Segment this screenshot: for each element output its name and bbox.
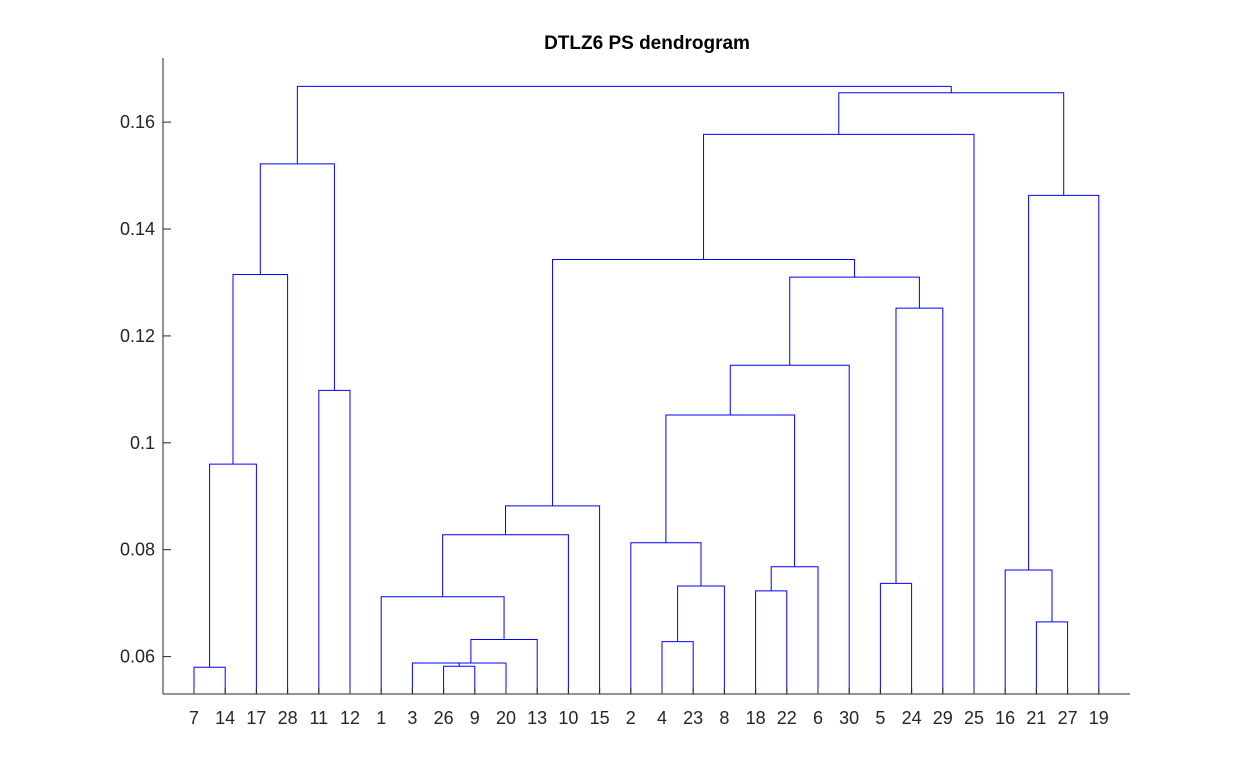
- dendrogram-link: [1028, 194, 1100, 694]
- dendrogram-link: [703, 133, 975, 694]
- leaf-label: 18: [746, 708, 766, 728]
- y-tick-label: 0.16: [120, 112, 155, 132]
- leaf-label: 27: [1058, 708, 1078, 728]
- leaf-label: 25: [964, 708, 984, 728]
- leaf-labels: 7 14 17 28 11 12 1 3 26 9 20 13 10 15 2 4 23 8 18 22 6 30 5 24 2…: [189, 688, 1109, 728]
- y-tick-label: 0.14: [120, 219, 155, 239]
- y-tick-label: 0.06: [120, 647, 155, 667]
- leaf-label: 23: [683, 708, 703, 728]
- dendrogram-link: [838, 92, 1065, 196]
- leaf-label: 5: [875, 708, 885, 728]
- leaf-label: 4: [657, 708, 667, 728]
- dendrogram-link: [1004, 569, 1053, 694]
- leaf-label: 17: [246, 708, 266, 728]
- dendrogram-link: [232, 273, 289, 694]
- dendrogram-link: [380, 596, 505, 694]
- dendrogram-link: [318, 389, 351, 694]
- y-tick-label: 0.1: [130, 433, 155, 453]
- leaf-label: 30: [839, 708, 859, 728]
- leaf-label: 22: [777, 708, 797, 728]
- leaf-label: 20: [496, 708, 516, 728]
- chart-title: DTLZ6 PS dendrogram: [544, 33, 750, 54]
- leaf-label: 29: [933, 708, 953, 728]
- leaf-label: 8: [719, 708, 729, 728]
- leaf-label: 6: [813, 708, 823, 728]
- leaf-label: 10: [558, 708, 578, 728]
- dendrogram-link: [470, 638, 538, 694]
- y-axis-ticks: 0.06 0.08 0.1 0.12 0.14 0.16: [120, 112, 171, 667]
- dendrogram-link: [677, 585, 725, 694]
- dendrogram-link: [259, 163, 335, 391]
- leaf-label: 16: [995, 708, 1015, 728]
- dendrogram-link: [411, 662, 460, 694]
- leaf-label: 12: [340, 708, 360, 728]
- leaf-label: 1: [376, 708, 386, 728]
- leaf-label: 13: [527, 708, 547, 728]
- dendrogram-link: [895, 307, 944, 694]
- dendrogram-link: [443, 665, 476, 694]
- leaf-label: 2: [626, 708, 636, 728]
- dendrogram-link: [661, 641, 694, 694]
- dendrogram-link: [755, 590, 788, 694]
- dendrogram-link: [435, 662, 507, 694]
- dendrogram-link: [879, 582, 913, 694]
- dendrogram-link: [193, 666, 226, 694]
- dendrogram-link: [442, 534, 569, 694]
- dendrogram-links: [193, 85, 1100, 694]
- dendrogram-link: [729, 364, 850, 694]
- dendrogram-link: [505, 505, 601, 694]
- dendrogram-link: [665, 414, 796, 567]
- dendrogram-link: [552, 258, 856, 506]
- leaf-label: 7: [189, 708, 199, 728]
- leaf-label: 26: [434, 708, 454, 728]
- leaf-label: 15: [590, 708, 610, 728]
- y-tick-label: 0.08: [120, 540, 155, 560]
- dendrogram-link: [770, 566, 819, 694]
- dendrogram-link: [630, 542, 702, 694]
- leaf-label: 19: [1089, 708, 1109, 728]
- dendrogram-link: [296, 85, 952, 164]
- axes: [162, 58, 1130, 695]
- leaf-label: 11: [309, 708, 328, 728]
- leaf-label: 28: [278, 708, 298, 728]
- dendrogram-link: [209, 463, 257, 694]
- leaf-label: 21: [1026, 708, 1046, 728]
- leaf-label: 14: [215, 708, 235, 728]
- dendrogram-link: [789, 276, 920, 366]
- leaf-label: 9: [470, 708, 480, 728]
- leaf-label: 3: [407, 708, 417, 728]
- dendrogram-link: [1035, 621, 1069, 694]
- y-tick-label: 0.12: [120, 326, 155, 346]
- leaf-label: 24: [902, 708, 922, 728]
